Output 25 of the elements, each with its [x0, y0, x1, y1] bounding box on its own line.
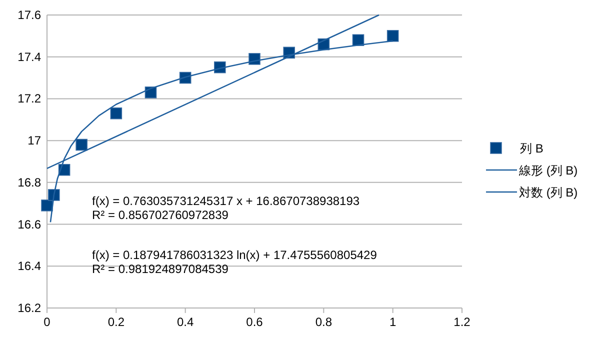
legend-label: 対数 (列 B)	[519, 186, 578, 200]
point	[386, 30, 399, 42]
annotation: f(x) = 0.187941786031323 ln(x) + 17.4755560805429 R² = 0.981924897084539	[92, 248, 378, 276]
y-tick-label: 17.6	[18, 8, 42, 22]
x-tick-label: 1	[389, 315, 396, 329]
y-tick-label: 16.6	[18, 217, 42, 232]
point	[110, 107, 122, 120]
x-tick-label: 0	[44, 315, 51, 329]
legend-label: 列 B	[520, 142, 544, 156]
x-tick-label: 0.2	[108, 315, 125, 329]
point	[76, 138, 88, 151]
x-tick-label: 0.4	[176, 315, 194, 329]
x-tick-label: 1.2	[454, 315, 471, 329]
y-tick-label: 16.8	[18, 175, 42, 190]
y-tick-label: 17.4	[18, 50, 42, 64]
annotation: f(x) = 0.763035731245317 x + 16.8670738938193 R² = 0.856702760972839	[92, 194, 360, 222]
y-tick-label: 16.2	[18, 301, 42, 315]
legend-label: 線形 (列 B)	[518, 164, 578, 178]
x-tick-label: 0.6	[246, 315, 264, 329]
y-tick-label: 17.2	[18, 92, 42, 106]
y-tick-label: 16.4	[18, 259, 42, 274]
x-tick-label: 0.8	[315, 315, 332, 329]
point	[41, 200, 53, 212]
y-tick-label: 17	[28, 134, 42, 148]
point	[352, 34, 364, 46]
